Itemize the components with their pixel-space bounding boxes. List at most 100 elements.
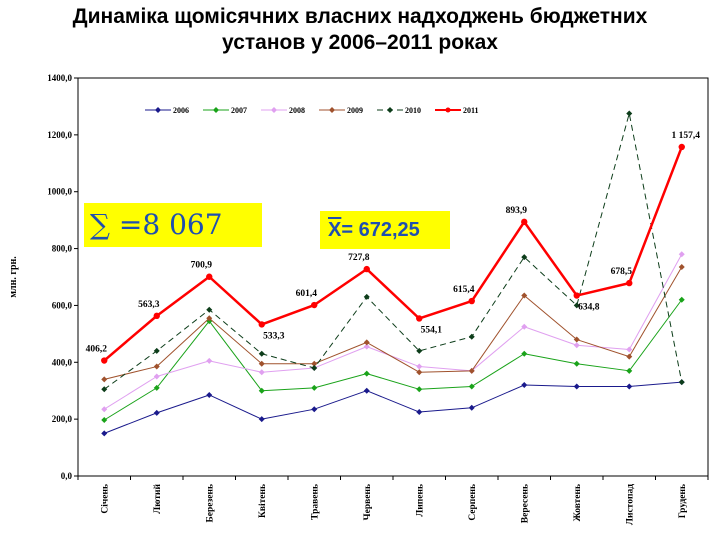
point-2010 [153, 347, 160, 354]
point-2011 [521, 218, 528, 226]
y-tick-label: 600,0 [52, 300, 73, 310]
data-label: 634,8 [578, 303, 600, 313]
point-2008 [153, 373, 160, 380]
point-2007 [101, 416, 108, 423]
point-2009 [311, 360, 318, 367]
x-tick-label: Травень [310, 484, 320, 520]
point-2006 [573, 383, 580, 390]
point-2008 [206, 357, 213, 364]
data-label: 554,1 [421, 325, 443, 335]
legend-marker [387, 107, 393, 113]
legend-label: 2009 [347, 106, 363, 115]
point-2011 [573, 292, 580, 299]
x-tick-label: Березень [205, 484, 215, 523]
point-2009 [521, 292, 528, 299]
point-2009 [258, 360, 265, 367]
point-2011 [206, 273, 213, 280]
point-2006 [416, 409, 423, 416]
point-2006 [206, 391, 213, 398]
x-tick-label: Жовтень [573, 484, 583, 521]
legend-label: 2011 [463, 106, 479, 115]
point-2011 [678, 143, 685, 151]
series-line-2009 [104, 266, 683, 380]
point-2008 [521, 323, 528, 330]
point-2009 [206, 315, 213, 322]
point-2007 [258, 387, 265, 394]
y-tick-label: 200,0 [52, 414, 73, 424]
x-tick-label: Квітень [257, 484, 268, 518]
legend-label: 2007 [231, 106, 247, 115]
point-2010 [206, 306, 213, 313]
point-2008 [258, 369, 265, 376]
point-2007 [626, 367, 633, 374]
point-2010 [626, 110, 633, 117]
y-tick-label: 0,0 [61, 471, 73, 481]
data-label: 601,4 [296, 289, 318, 299]
point-2009 [153, 363, 160, 370]
point-2008 [363, 343, 370, 350]
legend-marker [329, 107, 335, 113]
point-2010 [101, 386, 108, 393]
y-tick-label: 800,0 [52, 244, 73, 254]
point-2010 [678, 379, 685, 386]
point-2008 [678, 251, 685, 258]
point-2009 [626, 353, 633, 360]
point-2007 [521, 350, 528, 357]
legend-label: 2006 [173, 106, 189, 115]
x-tick-label: Листопад [625, 484, 635, 525]
point-2007 [468, 383, 475, 390]
y-tick-label: 400,0 [52, 357, 73, 367]
point-2007 [311, 384, 318, 391]
data-label: 1 157,4 [672, 131, 701, 141]
series-line-2006 [104, 381, 682, 434]
point-2011 [626, 279, 633, 287]
point-2007 [363, 370, 370, 377]
point-2010 [363, 293, 370, 300]
x-tick-label: Січень [99, 484, 110, 514]
point-2009 [573, 336, 580, 343]
x-tick-label: Лютий [152, 483, 163, 513]
y-tick-label: 1000,0 [47, 187, 72, 197]
point-2011 [468, 297, 475, 305]
y-axis-label: млн. грн. [8, 256, 19, 298]
series-line-2007 [103, 299, 683, 421]
data-label: 533,3 [263, 331, 285, 341]
point-2008 [101, 406, 108, 413]
point-2010 [573, 302, 580, 309]
x-tick-label: Вересень [520, 484, 530, 523]
mean-box: X= 672,25 [320, 211, 450, 249]
data-label: 406,2 [86, 345, 108, 355]
x-tick-label: Серпень [468, 484, 478, 521]
point-2008 [416, 363, 423, 370]
point-2006 [363, 387, 370, 394]
point-2011 [363, 265, 370, 273]
chart-title-line1: Динаміка щомісячних власних надходжень б… [72, 5, 648, 28]
point-2010 [521, 254, 528, 261]
point-2010 [468, 333, 475, 340]
legend-marker [213, 107, 219, 113]
point-2011 [311, 301, 318, 309]
series-line-2011 [103, 146, 683, 362]
sum-box: ∑ =8 067 [84, 203, 262, 247]
data-label: 678,5 [611, 267, 633, 277]
point-2009 [363, 339, 370, 346]
point-2006 [153, 409, 160, 416]
data-label: 893,9 [506, 206, 528, 216]
x-tick-label: Червень [363, 484, 373, 520]
point-2008 [573, 342, 580, 349]
data-label: 700,9 [191, 261, 213, 271]
point-2006 [258, 416, 265, 423]
point-2010 [258, 350, 265, 357]
data-label: 727,8 [348, 253, 370, 263]
point-2008 [626, 346, 633, 353]
point-2007 [573, 360, 580, 367]
point-2011 [416, 315, 423, 322]
point-2011 [153, 312, 160, 320]
legend-label: 2008 [289, 106, 305, 115]
legend-label: 2010 [405, 106, 421, 115]
sum-value: =8 067 [118, 208, 223, 241]
x-tick-label: Липень [415, 484, 425, 517]
point-2010 [416, 347, 423, 354]
y-tick-label: 1200,0 [47, 130, 72, 140]
